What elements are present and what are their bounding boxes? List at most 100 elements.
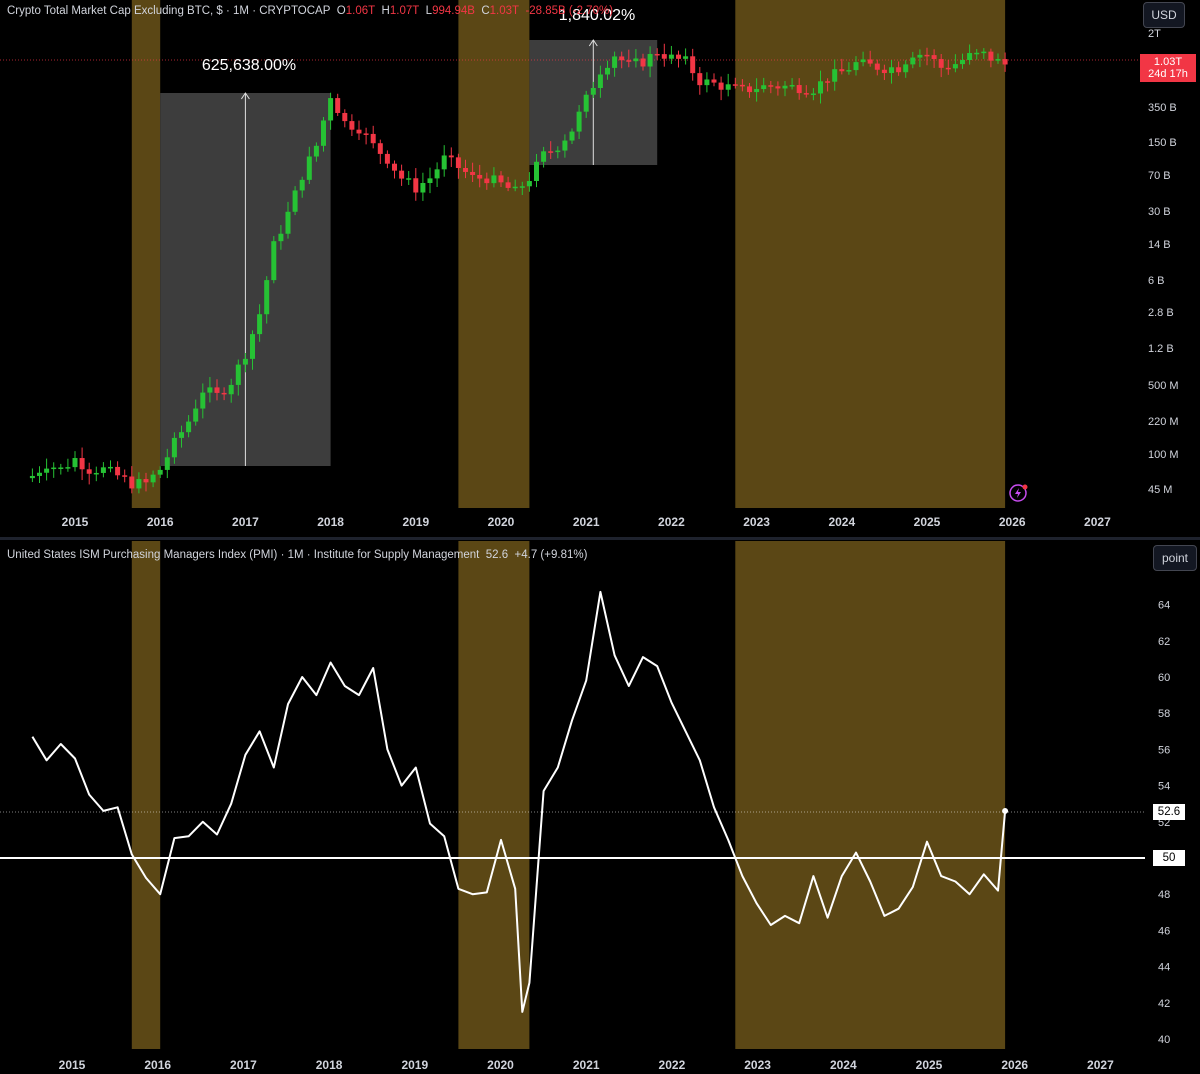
candle-body [363,133,369,135]
time-tick: 2016 [144,1058,171,1072]
candle-body [796,85,802,94]
candle-body [562,140,568,151]
time-tick: 2015 [62,515,89,529]
candle-body [974,52,980,55]
candle-body [818,81,823,94]
candle-body [313,145,319,157]
time-tick: 2023 [744,1058,771,1072]
market-cap-chart[interactable]: 2T 350 B 150 B 70 B 30 B 14 B 6 B 2.8 B 1.2 B 500… [0,0,1200,540]
candle-body [881,69,887,74]
value-tick: 56 [1158,744,1170,756]
candle-body [278,233,284,242]
candle-body [250,334,255,359]
candle-body [512,186,518,189]
candle-body [931,55,937,60]
candle-body [981,51,987,54]
top-legend: Crypto Total Market Cap Excluding BTC, $… [7,5,613,17]
candle-body [732,84,738,86]
candle-body [1002,59,1008,65]
price-tick: 6 B [1148,275,1165,287]
lightning-icon[interactable] [1009,484,1028,502]
candle-body [810,93,816,95]
measure-label-2: 1,840.02% [559,7,636,24]
price-tick: 350 B [1148,102,1177,114]
level-label: 50 [1153,850,1185,866]
time-tick: 2020 [488,515,515,529]
candle-body [782,85,788,89]
candle-body [221,392,227,395]
bottom-legend: United States ISM Purchasing Managers In… [7,549,587,561]
candle-body [739,84,745,87]
candle-body [683,56,689,59]
close-value: 1.03T [489,5,520,17]
low-label: L [425,5,433,17]
candle-body [420,182,426,193]
price-tick: 150 B [1148,137,1177,149]
price-tick: 30 B [1148,206,1171,218]
bottom-last-value: 52.6 [485,549,509,561]
time-tick: 2026 [1001,1058,1028,1072]
candle-body [384,153,390,164]
candle-body [654,53,660,56]
value-tick: 54 [1158,781,1170,793]
pmi-series-line [31,590,1007,1013]
candle-body [697,73,703,86]
value-axis[interactable]: 64626058565452504846444240 [1158,600,1170,1046]
candle-body [718,82,724,90]
time-tick: 2021 [573,1058,600,1072]
pmi-last-point [1002,807,1009,814]
candle-body [945,67,951,70]
candle-body [335,98,341,113]
price-label-value: 1.03T [1153,56,1183,68]
candle-body [534,161,539,182]
high-value: 1.07T [389,5,420,17]
candle-body [633,58,639,62]
candle-body [491,175,497,184]
change-value: -28.85B (-2.70%) [525,5,614,17]
price-tick: 500 M [1148,380,1179,392]
candle-body [328,98,334,121]
candle-body [143,479,149,483]
candle-body [505,182,511,188]
scale-button[interactable]: point [1153,545,1197,571]
candle-body [889,67,894,74]
time-axis[interactable]: 2015 2016 2017 2018 2019 2020 2021 2022 2023 2024… [62,515,1111,529]
pane-separator[interactable] [0,537,1200,540]
candle-body [676,54,681,59]
time-tick: 2025 [916,1058,943,1072]
candle-body [242,358,248,365]
value-tick: 60 [1158,672,1170,684]
bottom-change: +4.7 (+9.81%) [514,549,588,561]
candle-body [917,54,923,58]
candle-body [583,94,589,112]
candle-body [392,163,397,171]
candle-body [285,211,291,234]
time-tick: 2024 [830,1058,857,1072]
candle-body [51,467,57,470]
time-tick: 2017 [232,515,259,529]
candle-body [548,151,554,153]
value-tick: 48 [1158,889,1170,901]
currency-button[interactable]: USD [1143,2,1185,28]
candle-body [377,143,383,154]
highlight-periods [131,541,1006,1049]
candle-body [597,74,603,88]
candle-body [299,179,305,191]
price-axis[interactable]: 2T 350 B 150 B 70 B 30 B 14 B 6 B 2.8 B 1.2 B 500… [1148,28,1179,496]
time-axis[interactable]: 2015 2016 2017 2018 2019 2020 2021 2022 2023 2024… [59,1058,1114,1072]
price-tick: 1.2 B [1148,343,1174,355]
candle-body [200,392,206,409]
time-tick: 2025 [914,515,941,529]
value-tick: 58 [1158,708,1170,720]
candle-body [640,58,646,67]
candle-body [839,69,845,72]
candle-body [356,129,362,134]
highlight-band-2 [458,541,530,1049]
time-tick: 2023 [743,515,770,529]
candle-body [370,133,376,144]
candle-body [342,112,348,122]
candle-body [747,86,752,93]
time-tick: 2027 [1087,1058,1114,1072]
measure-tools [160,39,658,466]
